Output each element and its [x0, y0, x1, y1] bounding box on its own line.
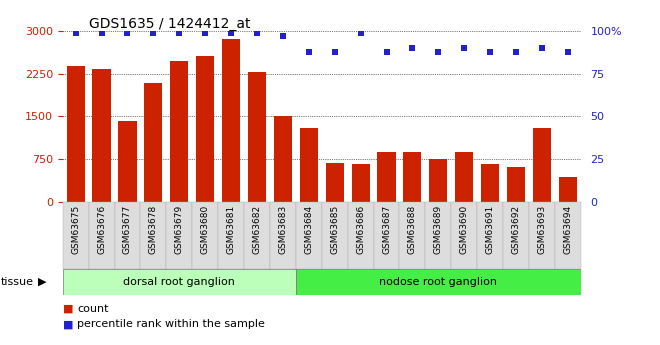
Bar [352, 164, 370, 202]
Bar [166, 202, 192, 269]
Text: dorsal root ganglion: dorsal root ganglion [123, 277, 235, 287]
Bar [529, 202, 555, 269]
Text: GSM63680: GSM63680 [201, 205, 210, 255]
Point [329, 49, 340, 54]
Bar [455, 152, 473, 202]
Bar [196, 56, 214, 202]
Text: count: count [77, 304, 109, 314]
Bar [481, 164, 499, 202]
Bar [403, 152, 422, 202]
Text: GSM63688: GSM63688 [408, 205, 417, 255]
Text: GSM63675: GSM63675 [71, 205, 80, 255]
Bar [477, 202, 503, 269]
Point [251, 30, 262, 36]
Point [459, 45, 469, 51]
Text: tissue: tissue [1, 277, 34, 287]
Text: ■: ■ [63, 319, 73, 329]
Bar [378, 152, 395, 202]
Bar [88, 202, 115, 269]
Bar [63, 202, 88, 269]
Text: GSM63682: GSM63682 [253, 205, 261, 254]
Point [407, 45, 418, 51]
Bar [399, 202, 425, 269]
Point [174, 30, 185, 36]
Text: GSM63683: GSM63683 [279, 205, 287, 255]
Point [226, 30, 236, 36]
Text: GSM63678: GSM63678 [149, 205, 158, 255]
Bar [507, 167, 525, 202]
Point [122, 30, 133, 36]
Point [433, 49, 444, 54]
Bar [429, 159, 447, 202]
Point [304, 49, 314, 54]
Bar [503, 202, 529, 269]
Text: GSM63691: GSM63691 [486, 205, 494, 255]
Text: GSM63684: GSM63684 [304, 205, 313, 254]
Point [278, 33, 288, 39]
Bar [296, 269, 581, 295]
Bar [274, 116, 292, 202]
Bar [170, 61, 188, 202]
Bar [63, 269, 296, 295]
Point [71, 30, 81, 36]
Text: GSM63687: GSM63687 [382, 205, 391, 255]
Text: ▶: ▶ [38, 277, 47, 287]
Bar [118, 121, 137, 202]
Text: ■: ■ [63, 304, 73, 314]
Text: GSM63679: GSM63679 [175, 205, 183, 255]
Bar [141, 202, 166, 269]
Bar [425, 202, 451, 269]
Text: percentile rank within the sample: percentile rank within the sample [77, 319, 265, 329]
Text: GSM63689: GSM63689 [434, 205, 443, 255]
Bar [374, 202, 399, 269]
Bar [533, 128, 551, 202]
Bar [92, 69, 111, 202]
Text: GDS1635 / 1424412_at: GDS1635 / 1424412_at [89, 17, 251, 31]
Point [148, 30, 158, 36]
Bar [218, 202, 244, 269]
Bar [322, 202, 348, 269]
Bar [348, 202, 374, 269]
Text: GSM63690: GSM63690 [460, 205, 469, 255]
Bar [67, 66, 84, 202]
Bar [300, 128, 318, 202]
Bar [244, 202, 270, 269]
Point [562, 49, 573, 54]
Bar [325, 162, 344, 202]
Text: GSM63677: GSM63677 [123, 205, 132, 255]
Text: GSM63694: GSM63694 [564, 205, 572, 254]
Bar [145, 83, 162, 202]
Point [511, 49, 521, 54]
Point [485, 49, 496, 54]
Point [537, 45, 547, 51]
Text: GSM63685: GSM63685 [330, 205, 339, 255]
Bar [555, 202, 581, 269]
Text: GSM63692: GSM63692 [512, 205, 521, 254]
Point [381, 49, 392, 54]
Point [96, 30, 107, 36]
Point [200, 30, 211, 36]
Bar [192, 202, 218, 269]
Bar [559, 177, 577, 202]
Bar [451, 202, 477, 269]
Bar [270, 202, 296, 269]
Text: GSM63676: GSM63676 [97, 205, 106, 255]
Text: GSM63681: GSM63681 [226, 205, 236, 255]
Bar [248, 72, 266, 202]
Bar [115, 202, 141, 269]
Bar [296, 202, 321, 269]
Text: GSM63693: GSM63693 [537, 205, 546, 255]
Bar [222, 39, 240, 202]
Text: nodose root ganglion: nodose root ganglion [379, 277, 498, 287]
Point [355, 30, 366, 36]
Text: GSM63686: GSM63686 [356, 205, 365, 255]
